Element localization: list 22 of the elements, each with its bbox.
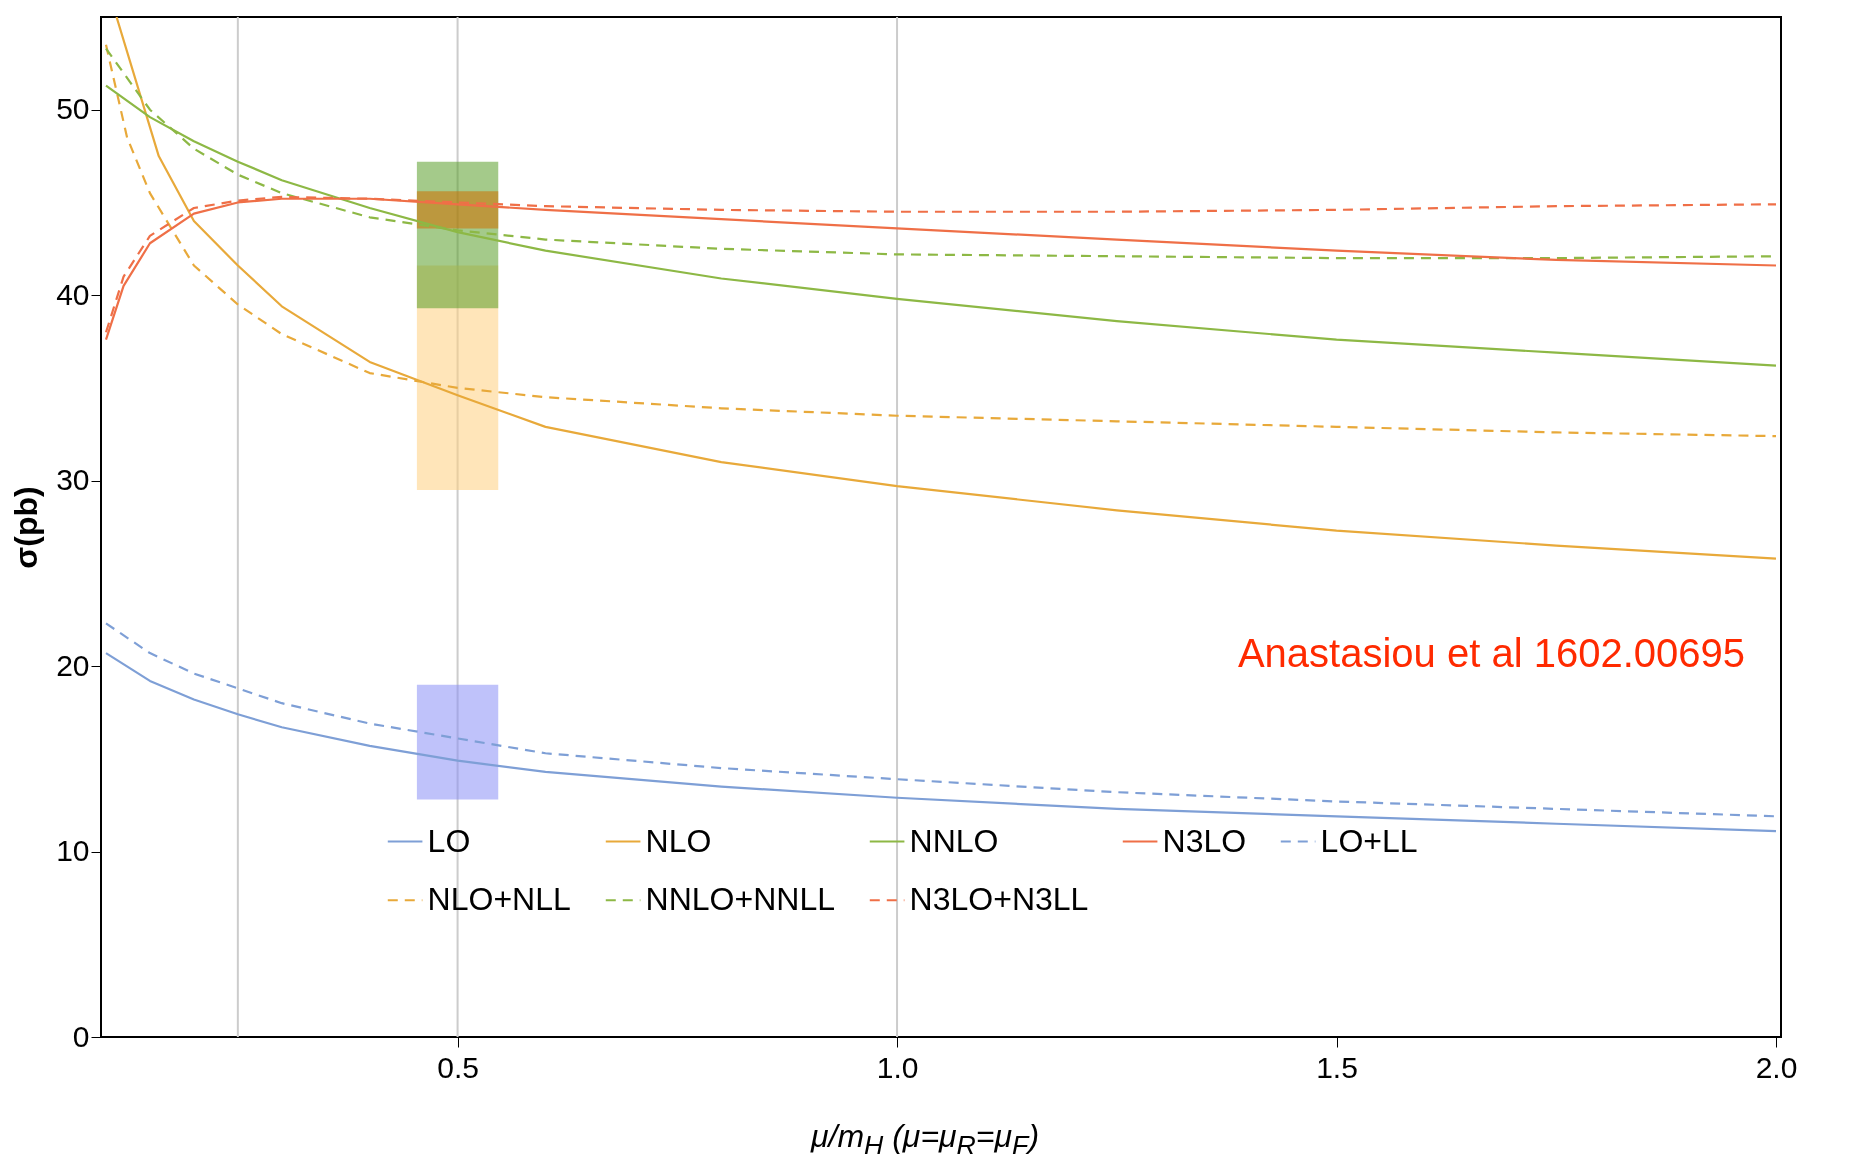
legend-label: NNLO	[909, 822, 999, 859]
y-tick-label: 50	[56, 92, 90, 126]
legend-label: LO+LL	[1320, 822, 1418, 859]
x-tick-label: 1.0	[876, 1050, 919, 1084]
legend-label: NNLO+NNLL	[645, 881, 836, 918]
y-tick-label: 10	[56, 834, 90, 868]
y-tick-label: 30	[56, 463, 90, 497]
legend-label: NLO+NLL	[427, 881, 571, 918]
bar	[416, 684, 499, 800]
y-axis-title: σ(pb)	[8, 486, 45, 569]
legend-label: NLO	[645, 822, 712, 859]
y-tick-label: 20	[56, 648, 90, 682]
y-tick-label: 0	[72, 1019, 90, 1053]
x-axis-title: μ/m$_{H}$ (μ=μ$_{R}$=μ$_{F}$)	[809, 1118, 1041, 1162]
annotation: Anastasiou et al 1602.00695	[1237, 630, 1745, 675]
x-tick-label: 2.0	[1755, 1050, 1798, 1084]
legend-label: N3LO+N3LL	[909, 881, 1089, 918]
legend-label: LO	[427, 822, 471, 859]
x-tick-label: 0.5	[437, 1050, 479, 1084]
y-tick-label: 40	[56, 277, 90, 311]
legend-label: N3LO	[1162, 822, 1247, 859]
x-tick-label: 1.5	[1316, 1050, 1358, 1084]
